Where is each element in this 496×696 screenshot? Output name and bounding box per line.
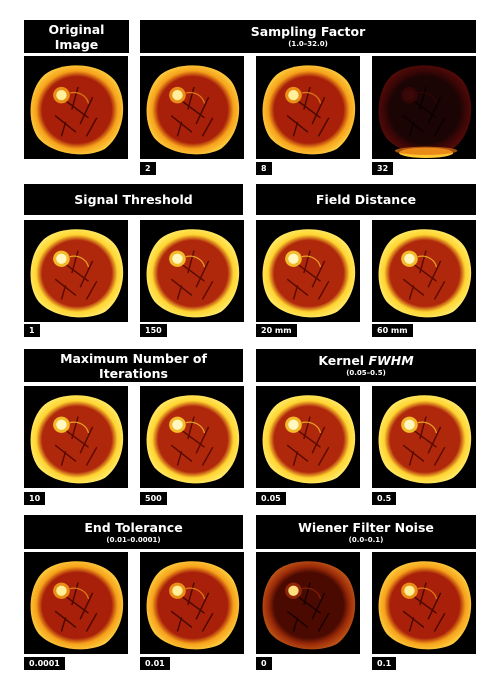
mri-thigh-graphic — [256, 386, 360, 488]
mri-endtol-001 — [140, 552, 244, 654]
mri-kernel-05 — [372, 386, 476, 488]
mri-thigh-graphic — [256, 56, 360, 159]
label-endtol-001: 0.01 — [140, 657, 170, 670]
header-signal-title: Signal Threshold — [74, 192, 193, 207]
mri-wiener-0 — [256, 552, 360, 654]
mri-thigh-graphic — [140, 56, 244, 159]
header-kernel-title-row: Kernel FWHM — [318, 353, 413, 368]
header-field-distance: Field Distance — [256, 184, 476, 215]
mri-field-60 — [372, 220, 476, 322]
label-kernel-05: 0.5 — [372, 492, 397, 505]
header-kernel-title: Kernel — [318, 353, 365, 368]
label-wiener-01: 0.1 — [372, 657, 397, 670]
mri-thigh-graphic — [140, 386, 244, 488]
label-field-60: 60 mm — [372, 324, 413, 337]
label-field-20: 20 mm — [256, 324, 297, 337]
mri-thigh-graphic — [256, 220, 360, 322]
mri-sampling-2 — [140, 56, 244, 159]
header-maxiter-line2: Iterations — [99, 365, 168, 381]
label-wiener-0: 0 — [256, 657, 272, 670]
header-wiener-filter-noise: Wiener Filter Noise (0.0–0.1) — [256, 515, 476, 549]
header-kernel-fwhm: Kernel FWHM (0.05–0.5) — [256, 349, 476, 382]
label-signal-1: 1 — [24, 324, 40, 337]
label-sampling-32: 32 — [372, 162, 394, 175]
mri-thigh-graphic — [24, 56, 128, 159]
header-original-image: Original Image — [24, 20, 129, 53]
header-max-iterations: Maximum Number of Iterations — [24, 349, 243, 382]
label-maxiter-500: 500 — [140, 492, 167, 505]
mri-maxiter-500 — [140, 386, 244, 488]
mri-kernel-005 — [256, 386, 360, 488]
header-end-tolerance: End Tolerance (0.01–0.0001) — [24, 515, 243, 549]
header-maxiter-line1: Maximum Number of — [60, 350, 207, 366]
mri-signal-1 — [24, 220, 128, 322]
header-original-line1: Original — [48, 21, 105, 37]
header-endtol-range: (0.01–0.0001) — [106, 535, 161, 544]
mri-thigh-graphic — [372, 386, 476, 488]
mri-sampling-32 — [372, 56, 476, 159]
mri-endtol-00001 — [24, 552, 128, 654]
mri-original — [24, 56, 128, 159]
mri-field-20 — [256, 220, 360, 322]
mri-thigh-graphic — [140, 552, 244, 654]
mri-thigh-graphic — [372, 220, 476, 322]
mri-thigh-graphic — [256, 552, 360, 654]
label-sampling-8: 8 — [256, 162, 272, 175]
header-original-line2: Image — [54, 36, 99, 52]
header-sampling-range: (1.0–32.0) — [288, 40, 328, 48]
header-sampling-title: Sampling Factor — [250, 24, 366, 39]
header-signal-threshold: Signal Threshold — [24, 184, 243, 215]
header-sampling-factor: Sampling Factor (1.0–32.0) — [140, 20, 476, 53]
mri-sampling-8 — [256, 56, 360, 159]
header-wiener-title: Wiener Filter Noise — [298, 519, 434, 535]
label-sampling-2: 2 — [140, 162, 156, 175]
header-kernel-range: (0.05–0.5) — [346, 369, 386, 377]
label-signal-150: 150 — [140, 324, 167, 337]
header-wiener-range: (0.0–0.1) — [348, 535, 384, 544]
header-kernel-title-italic: FWHM — [368, 353, 414, 368]
header-endtol-title: End Tolerance — [84, 519, 183, 535]
header-field-title: Field Distance — [315, 192, 417, 207]
label-endtol-00001: 0.0001 — [24, 657, 65, 670]
label-maxiter-10: 10 — [24, 492, 46, 505]
mri-maxiter-10 — [24, 386, 128, 488]
mri-thigh-graphic — [24, 552, 128, 654]
mri-signal-150 — [140, 220, 244, 322]
label-kernel-005: 0.05 — [256, 492, 286, 505]
mri-thigh-graphic — [372, 552, 476, 654]
mri-thigh-graphic — [24, 386, 128, 488]
mri-wiener-01 — [372, 552, 476, 654]
mri-thigh-graphic — [24, 220, 128, 322]
mri-thigh-graphic — [140, 220, 244, 322]
mri-thigh-graphic — [372, 56, 476, 159]
